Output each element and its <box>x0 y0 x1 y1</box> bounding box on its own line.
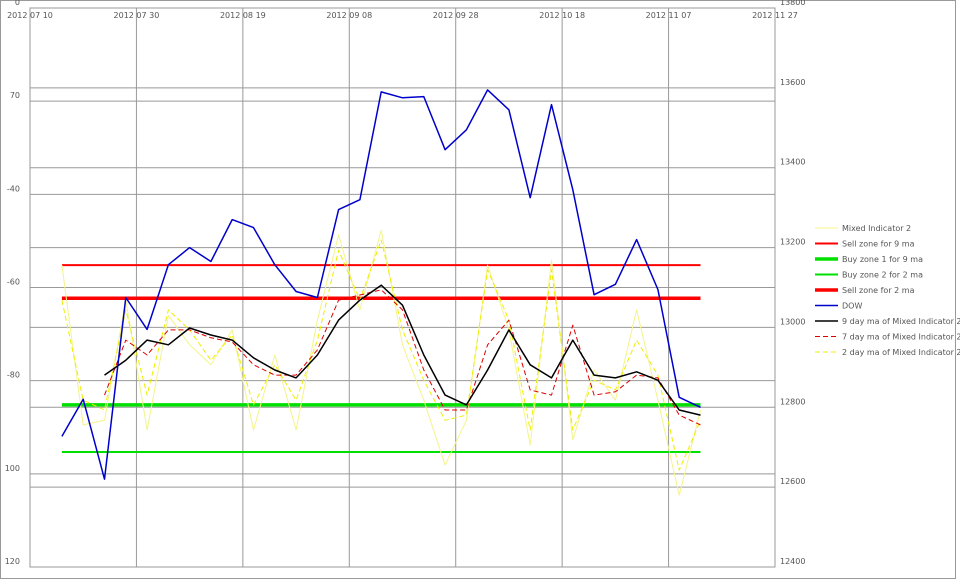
x-tick-label: 2012 11 07 <box>646 11 692 20</box>
x-tick-label: 2012 08 19 <box>220 11 266 20</box>
y2-tick-label: 13400 <box>780 158 805 167</box>
series-line <box>61 229 701 496</box>
series-line <box>104 284 701 416</box>
legend-label: Sell zone for 9 ma <box>842 240 915 249</box>
y-tick-label: 0 <box>15 0 20 7</box>
y-tick-label: 100 <box>5 464 20 473</box>
series-line <box>104 289 701 426</box>
legend-label: Buy zone 1 for 9 ma <box>842 255 923 264</box>
x-tick-label: 2012 09 28 <box>433 11 479 20</box>
y2-tick-label: 12400 <box>780 557 805 566</box>
y-tick-label: -40 <box>7 184 20 193</box>
y2-tick-label: 13000 <box>780 317 805 326</box>
legend-label: DOW <box>842 302 862 311</box>
legend-label: 7 day ma of Mixed Indicator 2 <box>842 333 960 342</box>
y2-tick-label: 13200 <box>780 238 805 247</box>
legend-label: Buy zone 2 for 2 ma <box>842 271 923 280</box>
legend-label: 2 day ma of Mixed Indicator 2 <box>842 348 960 357</box>
series-line <box>61 89 701 480</box>
x-tick-label: 2012 07 10 <box>7 11 53 20</box>
y2-tick-label: 12800 <box>780 397 805 406</box>
legend-label: 9 day ma of Mixed Indicator 2 <box>842 317 960 326</box>
legend-label: Mixed Indicator 2 <box>842 224 911 233</box>
x-tick-label: 2012 10 18 <box>539 11 585 20</box>
y-tick-label: 70 <box>10 91 20 100</box>
y2-tick-label: 12600 <box>780 477 805 486</box>
series-line <box>61 239 701 471</box>
y2-tick-label: 13600 <box>780 78 805 87</box>
y2-tick-label: 13800 <box>780 0 805 7</box>
x-tick-label: 2012 07 30 <box>114 11 160 20</box>
y-tick-label: 120 <box>5 557 20 566</box>
x-tick-label: 2012 09 08 <box>326 11 372 20</box>
legend-label: Sell zone for 2 ma <box>842 286 915 295</box>
x-tick-label: 2012 11 27 <box>752 11 798 20</box>
y-tick-label: -60 <box>7 278 20 287</box>
y-tick-label: -80 <box>7 371 20 380</box>
